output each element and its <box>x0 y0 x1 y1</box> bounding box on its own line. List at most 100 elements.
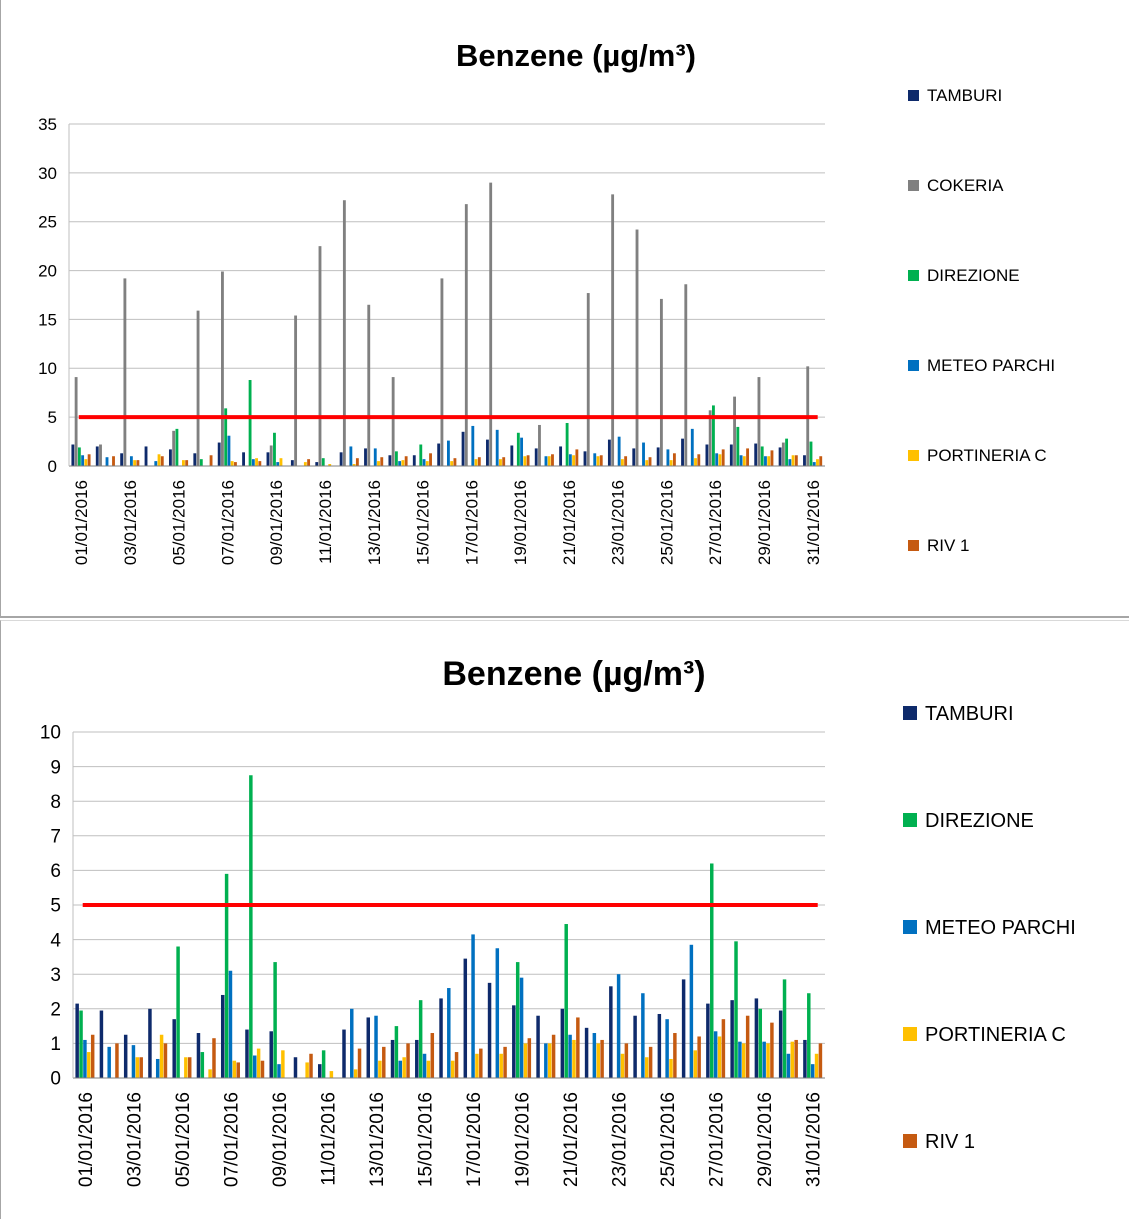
bar-meteo-parchi <box>544 1043 548 1078</box>
bar-meteo-parchi <box>689 944 694 1078</box>
x-tick-label: 11/01/2016 <box>318 1092 339 1186</box>
bar-portineria-c <box>596 1043 600 1078</box>
bar-portineria-c <box>523 1043 528 1078</box>
bar-tamburi <box>656 447 660 466</box>
bar-riv-1 <box>382 1046 386 1078</box>
bar-tamburi <box>220 994 225 1078</box>
bar-portineria-c <box>255 458 259 466</box>
bar-meteo-parchi <box>616 974 621 1078</box>
bar-tamburi <box>778 1010 783 1078</box>
bar-portineria-c <box>159 1034 164 1078</box>
bar-riv-1 <box>477 457 481 466</box>
bar-tamburi <box>512 1005 516 1078</box>
bar-cokeria <box>538 424 541 466</box>
y-tick-label: 8 <box>50 792 61 813</box>
bar-portineria-c <box>184 1057 188 1078</box>
bar-tamburi <box>318 1064 322 1078</box>
bar-portineria-c <box>572 455 576 466</box>
bar-meteo-parchi <box>398 461 402 466</box>
bar-riv-1 <box>624 456 628 466</box>
bar-portineria-c <box>572 1039 576 1078</box>
bar-direzione <box>758 1008 763 1078</box>
bar-portineria-c <box>256 1048 261 1078</box>
legend-label: METEO PARCHI <box>927 356 1055 375</box>
bar-direzione <box>273 962 277 1078</box>
bar-portineria-c <box>523 456 527 466</box>
legend-swatch <box>903 1134 917 1148</box>
bar-riv-1 <box>136 460 140 466</box>
legend-swatch <box>903 813 917 827</box>
bar-direzione <box>175 428 179 466</box>
bar-riv-1 <box>160 456 164 466</box>
bar-riv-1 <box>185 460 189 466</box>
legend-swatch <box>908 360 919 371</box>
bar-meteo-parchi <box>276 462 280 466</box>
bar-tamburi <box>71 444 75 466</box>
bar-direzione <box>785 438 789 466</box>
bar-riv-1 <box>163 1043 168 1078</box>
bar-tamburi <box>242 452 245 466</box>
bar-meteo-parchi <box>155 1058 160 1078</box>
bar-meteo-parchi <box>398 1060 403 1078</box>
bar-portineria-c <box>426 1060 431 1078</box>
legend-swatch <box>908 450 919 461</box>
x-tick-label: 19/01/2016 <box>511 480 530 565</box>
bar-portineria-c <box>377 461 380 466</box>
bar-riv-1 <box>648 457 652 466</box>
bar-portineria-c <box>305 1062 309 1078</box>
bar-cokeria <box>733 396 736 466</box>
legend-label: DIREZIONE <box>925 810 1034 832</box>
bar-meteo-parchi <box>447 440 450 466</box>
bar-riv-1 <box>212 1038 216 1078</box>
bar-tamburi <box>269 1031 273 1078</box>
bar-meteo-parchi <box>788 459 792 466</box>
bar-tamburi <box>290 460 294 466</box>
legend-label: RIV 1 <box>927 536 970 555</box>
x-tick-label: 11/01/2016 <box>316 480 335 564</box>
legend-label: RIV 1 <box>925 1131 975 1153</box>
bar-riv-1 <box>551 1034 556 1078</box>
bar-portineria-c <box>232 1060 237 1078</box>
benzene-chart-zoomed: Benzene (µg/m³) 0 1 2 3 4 5 6 7 8 9 10 01/01/2016 03/… <box>40 655 1076 1187</box>
bar-riv-1 <box>234 462 237 466</box>
bar-portineria-c <box>620 459 624 466</box>
bar-direzione <box>418 1000 423 1078</box>
bar-portineria-c <box>547 456 551 466</box>
bar-direzione <box>224 408 228 466</box>
x-tick-label: 29/01/2016 <box>755 480 774 565</box>
legend-label: PORTINERIA C <box>927 446 1047 465</box>
x-tick-label: 15/01/2016 <box>414 480 433 565</box>
bar-portineria-c <box>133 460 137 466</box>
bar-riv-1 <box>624 1043 629 1078</box>
bar-portineria-c <box>475 1053 479 1078</box>
x-tick-label: 05/01/2016 <box>173 1092 194 1187</box>
x-tick-label: 13/01/2016 <box>365 480 384 565</box>
bar-riv-1 <box>576 1017 580 1078</box>
bar-portineria-c <box>329 1071 334 1078</box>
bar-meteo-parchi <box>544 456 548 466</box>
legend-label: TAMBURI <box>925 703 1014 725</box>
x-tick-label: 07/01/2016 <box>221 1092 242 1187</box>
bar-meteo-parchi <box>713 1031 718 1078</box>
bar-portineria-c <box>718 454 722 466</box>
y-tick-label: 6 <box>50 861 61 882</box>
bar-riv-1 <box>404 456 408 466</box>
bar-tamburi <box>534 448 538 466</box>
bar-tamburi <box>342 1029 346 1078</box>
bar-riv-1 <box>112 456 115 466</box>
bar-riv-1 <box>453 458 457 466</box>
bar-portineria-c <box>474 459 478 466</box>
bar-meteo-parchi <box>520 437 524 466</box>
bar-direzione <box>249 775 253 1078</box>
bar-portineria-c <box>645 1057 649 1078</box>
bar-meteo-parchi <box>568 1034 572 1078</box>
bar-portineria-c <box>281 1050 285 1078</box>
bar-portineria-c <box>742 1043 746 1078</box>
bar-riv-1 <box>380 457 384 466</box>
bar-cokeria <box>74 377 78 466</box>
y-tick-label: 4 <box>50 930 61 951</box>
bar-meteo-parchi <box>252 1055 257 1078</box>
bar-riv-1 <box>209 455 213 466</box>
bar-riv-1 <box>721 1019 726 1078</box>
bar-cokeria <box>635 229 639 466</box>
